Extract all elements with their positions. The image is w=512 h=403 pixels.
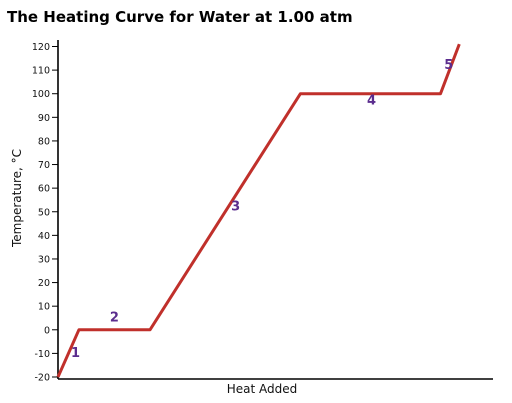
y-tick-label: 10 xyxy=(38,302,50,313)
y-tick-label: 110 xyxy=(32,66,50,77)
y-tick-label: 60 xyxy=(38,184,50,195)
y-tick-label: 70 xyxy=(38,160,50,171)
y-tick-label: 90 xyxy=(38,113,50,124)
annotation-group: 1 2 3 4 5 xyxy=(71,58,453,361)
y-ticks: -20 -10 0 10 20 30 40 50 60 70 80 90 100 110 120 xyxy=(32,42,58,384)
series-group xyxy=(56,43,461,378)
y-tick-label: 80 xyxy=(38,136,50,147)
segment-label-1: 1 xyxy=(71,346,80,361)
y-axis-label: Temperature, °C xyxy=(10,149,24,248)
axes xyxy=(57,40,493,380)
chart-title: The Heating Curve for Water at 1.00 atm xyxy=(7,8,353,26)
segment-label-4: 4 xyxy=(367,93,376,108)
y-tick-label: 20 xyxy=(38,278,50,289)
y-tick-label: -20 xyxy=(34,373,50,384)
segment-label-5: 5 xyxy=(444,58,453,73)
y-tick-label: 0 xyxy=(44,325,50,336)
y-tick-label: -10 xyxy=(34,349,50,360)
y-tick-label: 40 xyxy=(38,231,50,242)
x-axis-label: Heat Added xyxy=(227,382,298,396)
segment-label-3: 3 xyxy=(231,200,240,215)
y-tick-label: 100 xyxy=(32,89,50,100)
segment-label-2: 2 xyxy=(110,311,119,326)
y-tick-label: 30 xyxy=(38,254,50,265)
heating-curve-line xyxy=(56,43,461,378)
y-tick-label: 50 xyxy=(38,207,50,218)
y-tick-label: 120 xyxy=(32,42,50,53)
